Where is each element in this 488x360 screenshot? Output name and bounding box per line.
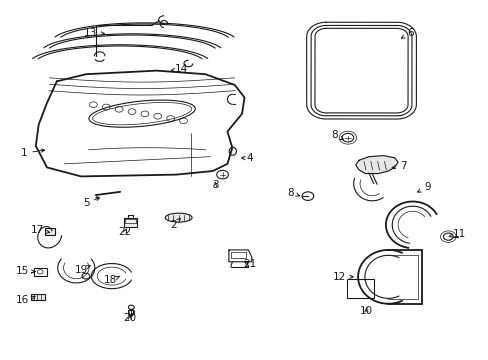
Bar bbox=[123, 218, 137, 227]
Ellipse shape bbox=[165, 213, 192, 222]
Text: 18: 18 bbox=[103, 275, 120, 285]
Text: 15: 15 bbox=[16, 266, 35, 276]
Text: 20: 20 bbox=[123, 313, 136, 323]
Text: 6: 6 bbox=[401, 28, 413, 38]
Bar bbox=[230, 252, 246, 258]
Text: 21: 21 bbox=[242, 259, 256, 269]
Text: 13: 13 bbox=[84, 28, 104, 38]
Text: 8: 8 bbox=[331, 130, 343, 140]
Polygon shape bbox=[355, 156, 397, 174]
Text: 14: 14 bbox=[171, 64, 187, 74]
Text: 7: 7 bbox=[391, 161, 406, 171]
Bar bbox=[34, 268, 46, 276]
Text: 19: 19 bbox=[74, 265, 90, 275]
Text: 11: 11 bbox=[448, 229, 465, 239]
Text: 12: 12 bbox=[332, 272, 352, 282]
Bar bbox=[31, 294, 44, 301]
Text: 1: 1 bbox=[21, 148, 44, 158]
Text: 8: 8 bbox=[287, 188, 299, 198]
Text: 17: 17 bbox=[31, 225, 50, 235]
Text: 2: 2 bbox=[170, 219, 180, 230]
Text: 16: 16 bbox=[16, 295, 35, 305]
Bar bbox=[125, 219, 136, 224]
Text: 4: 4 bbox=[241, 153, 252, 163]
Text: 3: 3 bbox=[211, 180, 218, 190]
Bar bbox=[44, 228, 55, 235]
Text: 10: 10 bbox=[359, 306, 372, 316]
Bar bbox=[346, 279, 373, 298]
Text: 5: 5 bbox=[82, 197, 100, 208]
Text: 9: 9 bbox=[417, 182, 430, 192]
Text: 22: 22 bbox=[118, 227, 131, 237]
